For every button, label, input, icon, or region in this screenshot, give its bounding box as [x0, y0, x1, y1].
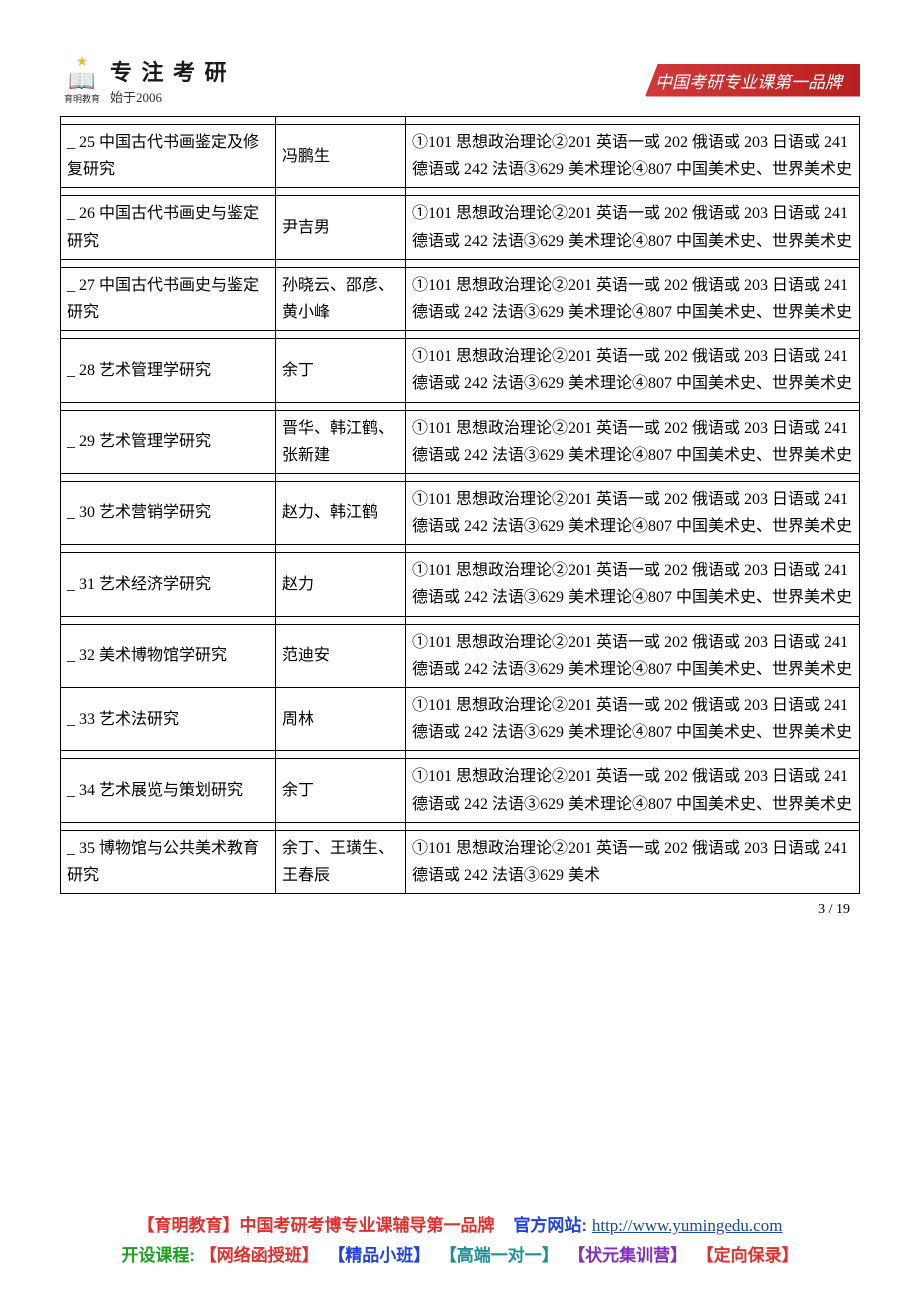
cell-program: _ 31 艺术经济学研究: [61, 553, 276, 616]
cell-program: _ 32 美术博物馆学研究: [61, 624, 276, 687]
table-row: _ 26 中国古代书画史与鉴定研究尹吉男①101 思想政治理论②201 英语一或…: [61, 196, 860, 259]
footer-site-label: 官方网站:: [513, 1216, 587, 1235]
table-row: _ 27 中国古代书画史与鉴定研究孙晓云、邵彦、黄小峰①101 思想政治理论②2…: [61, 267, 860, 330]
footer-courses-label: 开设课程:: [121, 1246, 195, 1265]
table-row: _ 25 中国古代书画鉴定及修复研究冯鹏生①101 思想政治理论②201 英语一…: [61, 125, 860, 188]
footer-line-2: 开设课程: 【网络函授班】 【精品小班】 【高端一对一】 【状元集训营】 【定向…: [60, 1241, 860, 1272]
cell-exam: ①101 思想政治理论②201 英语一或 202 俄语或 203 日语或 241…: [406, 481, 860, 544]
book-icon: 📖: [68, 70, 95, 92]
cell-advisor: 余丁: [276, 339, 406, 402]
cell-advisor: 余丁: [276, 759, 406, 822]
cell-advisor: 赵力: [276, 553, 406, 616]
cell-program: _ 34 艺术展览与策划研究: [61, 759, 276, 822]
cell-advisor: 尹吉男: [276, 196, 406, 259]
table-row-spacer: [61, 331, 860, 339]
cell-advisor: 余丁、王璜生、王春辰: [276, 830, 406, 893]
table-row-spacer: [61, 616, 860, 624]
header-banner: 中国考研专业课第一品牌: [645, 64, 860, 97]
cell-program: _ 30 艺术营销学研究: [61, 481, 276, 544]
table-row: _ 35 博物馆与公共美术教育研究余丁、王璜生、王春辰①101 思想政治理论②2…: [61, 830, 860, 893]
table-row: _ 32 美术博物馆学研究范迪安①101 思想政治理论②201 英语一或 202…: [61, 624, 860, 687]
cell-exam: ①101 思想政治理论②201 英语一或 202 俄语或 203 日语或 241…: [406, 759, 860, 822]
cell-exam: ①101 思想政治理论②201 英语一或 202 俄语或 203 日语或 241…: [406, 339, 860, 402]
cell-exam: ①101 思想政治理论②201 英语一或 202 俄语或 203 日语或 241…: [406, 830, 860, 893]
table-row-spacer: [61, 473, 860, 481]
table-row: _ 31 艺术经济学研究赵力①101 思想政治理论②201 英语一或 202 俄…: [61, 553, 860, 616]
cell-program: _ 35 博物馆与公共美术教育研究: [61, 830, 276, 893]
cell-advisor: 范迪安: [276, 624, 406, 687]
table-row: _ 30 艺术营销学研究赵力、韩江鹤①101 思想政治理论②201 英语一或 2…: [61, 481, 860, 544]
page-footer: 【育明教育】中国考研考博专业课辅导第一品牌 官方网站: http://www.y…: [60, 1211, 860, 1272]
table-row-spacer: [61, 545, 860, 553]
table-row-spacer: [61, 188, 860, 196]
page-header: ★ 📖 育明教育 专 注 考 研 始于2006 中国考研专业课第一品牌: [60, 50, 860, 110]
logo-year: 始于2006: [110, 87, 229, 106]
program-table: _ 25 中国古代书画鉴定及修复研究冯鹏生①101 思想政治理论②201 英语一…: [60, 116, 860, 894]
cell-program: _ 27 中国古代书画史与鉴定研究: [61, 267, 276, 330]
cell-exam: ①101 思想政治理论②201 英语一或 202 俄语或 203 日语或 241…: [406, 410, 860, 473]
cell-exam: ①101 思想政治理论②201 英语一或 202 俄语或 203 日语或 241…: [406, 624, 860, 687]
footer-course-3: 【高端一对一】: [440, 1246, 559, 1265]
footer-course-4: 【状元集训营】: [568, 1246, 687, 1265]
footer-course-2: 【精品小班】: [328, 1246, 430, 1265]
cell-exam: ①101 思想政治理论②201 英语一或 202 俄语或 203 日语或 241…: [406, 267, 860, 330]
cell-program: _ 29 艺术管理学研究: [61, 410, 276, 473]
logo-subtext: 育明教育: [64, 92, 100, 105]
cell-exam: ①101 思想政治理论②201 英语一或 202 俄语或 203 日语或 241…: [406, 125, 860, 188]
cell-exam: ①101 思想政治理论②201 英语一或 202 俄语或 203 日语或 241…: [406, 196, 860, 259]
table-row-spacer: [61, 117, 860, 125]
logo-text: 专 注 考 研 始于2006: [110, 55, 229, 106]
cell-advisor: 冯鹏生: [276, 125, 406, 188]
footer-course-1: 【网络函授班】: [200, 1246, 319, 1265]
table-row-spacer: [61, 751, 860, 759]
page-number: 3 / 19: [60, 894, 860, 918]
logo-block: ★ 📖 育明教育 专 注 考 研 始于2006: [60, 55, 229, 106]
table-row: _ 29 艺术管理学研究晋华、韩江鹤、张新建①101 思想政治理论②201 英语…: [61, 410, 860, 473]
cell-program: _ 25 中国古代书画鉴定及修复研究: [61, 125, 276, 188]
table-row: _ 34 艺术展览与策划研究余丁①101 思想政治理论②201 英语一或 202…: [61, 759, 860, 822]
official-url-link[interactable]: http://www.yumingedu.com: [592, 1216, 783, 1235]
table-row: _ 28 艺术管理学研究余丁①101 思想政治理论②201 英语一或 202 俄…: [61, 339, 860, 402]
cell-program: _ 33 艺术法研究: [61, 688, 276, 751]
cell-advisor: 赵力、韩江鹤: [276, 481, 406, 544]
footer-line-1: 【育明教育】中国考研考博专业课辅导第一品牌 官方网站: http://www.y…: [60, 1211, 860, 1242]
cell-advisor: 晋华、韩江鹤、张新建: [276, 410, 406, 473]
cell-program: _ 26 中国古代书画史与鉴定研究: [61, 196, 276, 259]
logo-icon: ★ 📖 育明教育: [60, 58, 104, 102]
table-row-spacer: [61, 402, 860, 410]
logo-main: 专 注 考 研: [110, 55, 229, 87]
cell-advisor: 孙晓云、邵彦、黄小峰: [276, 267, 406, 330]
cell-exam: ①101 思想政治理论②201 英语一或 202 俄语或 203 日语或 241…: [406, 688, 860, 751]
table-row-spacer: [61, 822, 860, 830]
cell-advisor: 周林: [276, 688, 406, 751]
footer-course-5: 【定向保录】: [697, 1246, 799, 1265]
cell-exam: ①101 思想政治理论②201 英语一或 202 俄语或 203 日语或 241…: [406, 553, 860, 616]
table-row-spacer: [61, 259, 860, 267]
cell-program: _ 28 艺术管理学研究: [61, 339, 276, 402]
footer-brand: 【育明教育】中国考研考博专业课辅导第一品牌: [138, 1216, 495, 1235]
table-row: _ 33 艺术法研究周林①101 思想政治理论②201 英语一或 202 俄语或…: [61, 688, 860, 751]
